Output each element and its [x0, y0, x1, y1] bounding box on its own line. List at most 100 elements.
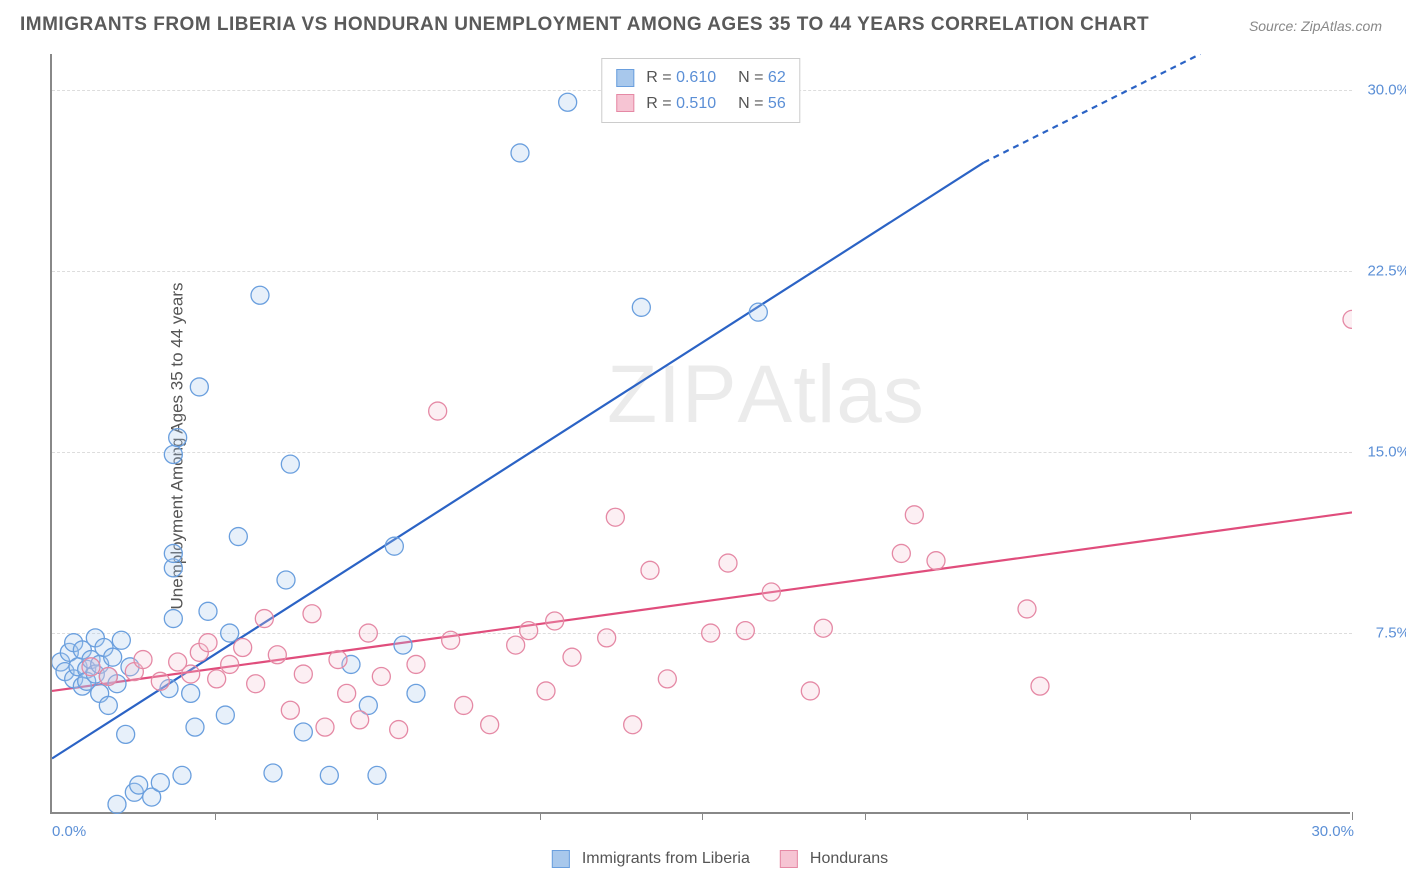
n-value-2: 56: [768, 95, 786, 112]
data-point: [563, 648, 581, 666]
data-point: [749, 303, 767, 321]
data-point: [641, 561, 659, 579]
y-tick-label: 7.5%: [1354, 625, 1406, 642]
data-point: [814, 619, 832, 637]
data-point: [221, 624, 239, 642]
data-point: [736, 622, 754, 640]
data-point: [281, 701, 299, 719]
n-label: N =: [738, 95, 768, 112]
data-point: [927, 552, 945, 570]
data-point: [559, 93, 577, 111]
r-label: R =: [646, 95, 676, 112]
swatch-series-2: [780, 850, 798, 868]
r-label: R =: [646, 69, 676, 86]
legend-label: Hondurans: [810, 850, 888, 868]
data-point: [338, 684, 356, 702]
data-point: [216, 706, 234, 724]
data-point: [520, 622, 538, 640]
data-point: [658, 670, 676, 688]
data-point: [407, 684, 425, 702]
data-point: [294, 665, 312, 683]
data-point: [186, 718, 204, 736]
data-point: [481, 716, 499, 734]
swatch-series-1: [552, 850, 570, 868]
data-point: [429, 402, 447, 420]
data-point: [99, 696, 117, 714]
data-point: [394, 636, 412, 654]
data-point: [762, 583, 780, 601]
data-point: [359, 624, 377, 642]
y-tick-label: 30.0%: [1354, 82, 1406, 99]
data-point: [104, 648, 122, 666]
data-point: [164, 610, 182, 628]
x-axis-min-label: 0.0%: [52, 823, 86, 840]
data-point: [169, 429, 187, 447]
x-tick: [1352, 812, 1353, 820]
swatch-series-1: [616, 69, 634, 87]
data-point: [82, 658, 100, 676]
data-point: [294, 723, 312, 741]
r-value-2: 0.510: [676, 95, 716, 112]
correlation-legend: R = 0.610 N = 62 R = 0.510 N = 56: [601, 58, 800, 123]
data-point: [1018, 600, 1036, 618]
plot-svg: [52, 54, 1352, 814]
data-point: [234, 639, 252, 657]
data-point: [905, 506, 923, 524]
data-point: [182, 665, 200, 683]
data-point: [151, 672, 169, 690]
x-axis-max-label: 30.0%: [1311, 823, 1354, 840]
data-point: [99, 667, 117, 685]
data-point: [632, 298, 650, 316]
data-point: [320, 766, 338, 784]
data-point: [368, 766, 386, 784]
data-point: [455, 696, 473, 714]
data-point: [190, 378, 208, 396]
data-point: [719, 554, 737, 572]
regression-line-extrapolated: [984, 54, 1201, 163]
data-point: [112, 631, 130, 649]
data-point: [624, 716, 642, 734]
n-label: N =: [738, 69, 768, 86]
n-value-1: 62: [768, 69, 786, 86]
data-point: [1031, 677, 1049, 695]
data-point: [255, 610, 273, 628]
data-point: [372, 667, 390, 685]
swatch-series-2: [616, 94, 634, 112]
data-point: [1343, 310, 1352, 328]
data-point: [507, 636, 525, 654]
chart-title: IMMIGRANTS FROM LIBERIA VS HONDURAN UNEM…: [20, 14, 1149, 36]
data-point: [117, 725, 135, 743]
data-point: [264, 764, 282, 782]
data-point: [151, 774, 169, 792]
data-point: [221, 655, 239, 673]
data-point: [385, 537, 403, 555]
plot-area: ZIPAtlas R = 0.610 N = 62 R = 0.510 N = …: [50, 54, 1350, 814]
y-tick-label: 22.5%: [1354, 263, 1406, 280]
data-point: [442, 631, 460, 649]
data-point: [351, 711, 369, 729]
data-point: [281, 455, 299, 473]
legend-item: Hondurans: [780, 850, 888, 868]
r-value-1: 0.610: [676, 69, 716, 86]
data-point: [277, 571, 295, 589]
plot-container: ZIPAtlas R = 0.610 N = 62 R = 0.510 N = …: [50, 54, 1390, 844]
data-point: [407, 655, 425, 673]
data-point: [164, 544, 182, 562]
data-point: [801, 682, 819, 700]
legend-label: Immigrants from Liberia: [582, 850, 750, 868]
series-legend: Immigrants from Liberia Hondurans: [552, 850, 888, 868]
data-point: [598, 629, 616, 647]
legend-row: R = 0.510 N = 56: [616, 91, 785, 117]
data-point: [164, 446, 182, 464]
source-attribution: Source: ZipAtlas.com: [1249, 18, 1382, 34]
data-point: [316, 718, 334, 736]
data-point: [199, 634, 217, 652]
data-point: [537, 682, 555, 700]
data-point: [134, 651, 152, 669]
data-point: [329, 651, 347, 669]
legend-item: Immigrants from Liberia: [552, 850, 750, 868]
data-point: [251, 286, 269, 304]
data-point: [546, 612, 564, 630]
data-point: [247, 675, 265, 693]
data-point: [173, 766, 191, 784]
